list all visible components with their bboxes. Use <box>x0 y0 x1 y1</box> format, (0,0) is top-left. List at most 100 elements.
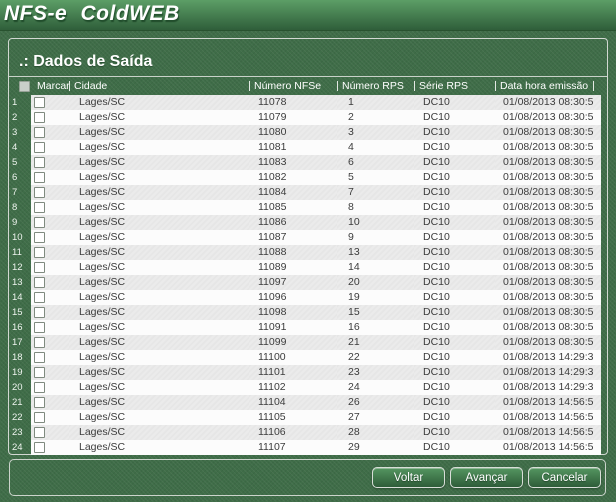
table-row[interactable]: 13 Lages/SC 11097 20 DC10 01/08/2013 08:30:52 <box>9 275 601 290</box>
cell-serie-rps: DC10 <box>414 215 495 230</box>
cell-numero-nfse: 11081 <box>249 140 337 155</box>
cell-serie-rps: DC10 <box>414 395 495 410</box>
table-row[interactable]: 5 Lages/SC 11083 6 DC10 01/08/2013 08:30:52 <box>9 155 601 170</box>
cell-filler <box>593 335 601 350</box>
cell-data-hora-emissao: 01/08/2013 14:29:35 <box>495 365 599 380</box>
table-row[interactable]: 18 Lages/SC 11100 22 DC10 01/08/2013 14:29:35 <box>9 350 601 365</box>
row-number: 7 <box>12 187 18 198</box>
cell-serie-rps: DC10 <box>414 320 495 335</box>
row-checkbox[interactable] <box>34 157 45 168</box>
cell-filler <box>593 95 601 110</box>
cell-filler <box>593 350 601 365</box>
cell-data-hora-emissao: 01/08/2013 08:30:52 <box>495 95 599 110</box>
table-row[interactable]: 19 Lages/SC 11101 23 DC10 01/08/2013 14:29:35 <box>9 365 601 380</box>
table-row[interactable]: 15 Lages/SC 11098 15 DC10 01/08/2013 08:30:52 <box>9 305 601 320</box>
row-checkbox[interactable] <box>34 202 45 213</box>
cell-serie-rps: DC10 <box>414 230 495 245</box>
row-checkbox[interactable] <box>34 322 45 333</box>
row-checkbox[interactable] <box>34 412 45 423</box>
table-row[interactable]: 20 Lages/SC 11102 24 DC10 01/08/2013 14:29:35 <box>9 380 601 395</box>
cell-numero-nfse: 11079 <box>249 110 337 125</box>
table-row[interactable]: 6 Lages/SC 11082 5 DC10 01/08/2013 08:30:52 <box>9 170 601 185</box>
cell-data-hora-emissao: 01/08/2013 08:30:52 <box>495 215 599 230</box>
table-row[interactable]: 2 Lages/SC 11079 2 DC10 01/08/2013 08:30:52 <box>9 110 601 125</box>
row-checkbox[interactable] <box>34 382 45 393</box>
table-row[interactable]: 21 Lages/SC 11104 26 DC10 01/08/2013 14:56:51 <box>9 395 601 410</box>
row-checkbox[interactable] <box>34 292 45 303</box>
row-checkbox[interactable] <box>34 337 45 348</box>
cell-serie-rps: DC10 <box>414 335 495 350</box>
cell-data-hora-emissao: 01/08/2013 08:30:52 <box>495 335 599 350</box>
cell-cidade: Lages/SC <box>69 350 249 365</box>
row-checkbox[interactable] <box>34 217 45 228</box>
cell-numero-rps: 5 <box>337 170 414 185</box>
cell-data-hora-emissao: 01/08/2013 08:30:52 <box>495 275 599 290</box>
table-row[interactable]: 10 Lages/SC 11087 9 DC10 01/08/2013 08:30:52 <box>9 230 601 245</box>
row-checkbox[interactable] <box>34 142 45 153</box>
row-checkbox[interactable] <box>34 277 45 288</box>
cell-data-hora-emissao: 01/08/2013 08:30:52 <box>495 245 599 260</box>
row-number: 1 <box>12 97 18 108</box>
cancelar-button[interactable]: Cancelar <box>528 467 601 488</box>
table-row[interactable]: 12 Lages/SC 11089 14 DC10 01/08/2013 08:30:52 <box>9 260 601 275</box>
voltar-button[interactable]: Voltar <box>372 467 445 488</box>
row-number: 6 <box>12 172 18 183</box>
row-checkbox[interactable] <box>34 97 45 108</box>
cell-numero-rps: 27 <box>337 410 414 425</box>
table-row[interactable]: 8 Lages/SC 11085 8 DC10 01/08/2013 08:30:52 <box>9 200 601 215</box>
column-header-serie-rps: Série RPS <box>414 77 495 95</box>
row-checkbox-cell <box>31 380 69 395</box>
table-row[interactable]: 14 Lages/SC 11096 19 DC10 01/08/2013 08:30:52 <box>9 290 601 305</box>
row-checkbox[interactable] <box>34 427 45 438</box>
row-checkbox-cell <box>31 215 69 230</box>
row-checkbox[interactable] <box>34 187 45 198</box>
cell-serie-rps: DC10 <box>414 155 495 170</box>
row-checkbox[interactable] <box>34 172 45 183</box>
cell-filler <box>593 110 601 125</box>
row-checkbox[interactable] <box>34 127 45 138</box>
row-checkbox[interactable] <box>34 262 45 273</box>
row-checkbox-cell <box>31 440 69 455</box>
table-row[interactable]: 9 Lages/SC 11086 10 DC10 01/08/2013 08:30:52 <box>9 215 601 230</box>
row-number: 10 <box>12 232 23 243</box>
table-row[interactable]: 4 Lages/SC 11081 4 DC10 01/08/2013 08:30:52 <box>9 140 601 155</box>
cell-numero-rps: 4 <box>337 140 414 155</box>
cell-data-hora-emissao: 01/08/2013 14:56:51 <box>495 395 599 410</box>
row-checkbox[interactable] <box>34 232 45 243</box>
table-row[interactable]: 11 Lages/SC 11088 13 DC10 01/08/2013 08:30:52 <box>9 245 601 260</box>
cell-numero-nfse: 11082 <box>249 170 337 185</box>
cell-cidade: Lages/SC <box>69 395 249 410</box>
row-number: 24 <box>12 442 23 453</box>
row-number: 8 <box>12 202 18 213</box>
cell-numero-nfse: 11106 <box>249 425 337 440</box>
table-row[interactable]: 1 Lages/SC 11078 1 DC10 01/08/2013 08:30:52 <box>9 95 601 110</box>
cell-numero-rps: 3 <box>337 125 414 140</box>
cell-data-hora-emissao: 01/08/2013 08:30:52 <box>495 320 599 335</box>
table-row[interactable]: 3 Lages/SC 11080 3 DC10 01/08/2013 08:30:52 <box>9 125 601 140</box>
cell-numero-nfse: 11091 <box>249 320 337 335</box>
row-checkbox[interactable] <box>34 397 45 408</box>
avancar-button[interactable]: Avançar <box>450 467 523 488</box>
table-row[interactable]: 16 Lages/SC 11091 16 DC10 01/08/2013 08:30:52 <box>9 320 601 335</box>
row-checkbox[interactable] <box>34 307 45 318</box>
row-number: 11 <box>12 247 22 258</box>
row-checkbox[interactable] <box>34 367 45 378</box>
cell-numero-nfse: 11080 <box>249 125 337 140</box>
row-checkbox-cell <box>31 290 69 305</box>
select-all-checkbox[interactable] <box>19 80 30 92</box>
cell-filler <box>593 125 601 140</box>
table-row[interactable]: 17 Lages/SC 11099 21 DC10 01/08/2013 08:30:52 <box>9 335 601 350</box>
cell-data-hora-emissao: 01/08/2013 14:29:35 <box>495 350 599 365</box>
row-checkbox[interactable] <box>34 352 45 363</box>
cell-numero-rps: 24 <box>337 380 414 395</box>
cell-numero-rps: 15 <box>337 305 414 320</box>
row-checkbox[interactable] <box>34 112 45 123</box>
row-checkbox[interactable] <box>34 442 45 453</box>
cell-cidade: Lages/SC <box>69 245 249 260</box>
cell-serie-rps: DC10 <box>414 260 495 275</box>
table-row[interactable]: 24 Lages/SC 11107 29 DC10 01/08/2013 14:56:51 <box>9 440 601 455</box>
row-checkbox[interactable] <box>34 247 45 258</box>
table-row[interactable]: 7 Lages/SC 11084 7 DC10 01/08/2013 08:30:52 <box>9 185 601 200</box>
table-row[interactable]: 22 Lages/SC 11105 27 DC10 01/08/2013 14:56:51 <box>9 410 601 425</box>
table-row[interactable]: 23 Lages/SC 11106 28 DC10 01/08/2013 14:56:51 <box>9 425 601 440</box>
